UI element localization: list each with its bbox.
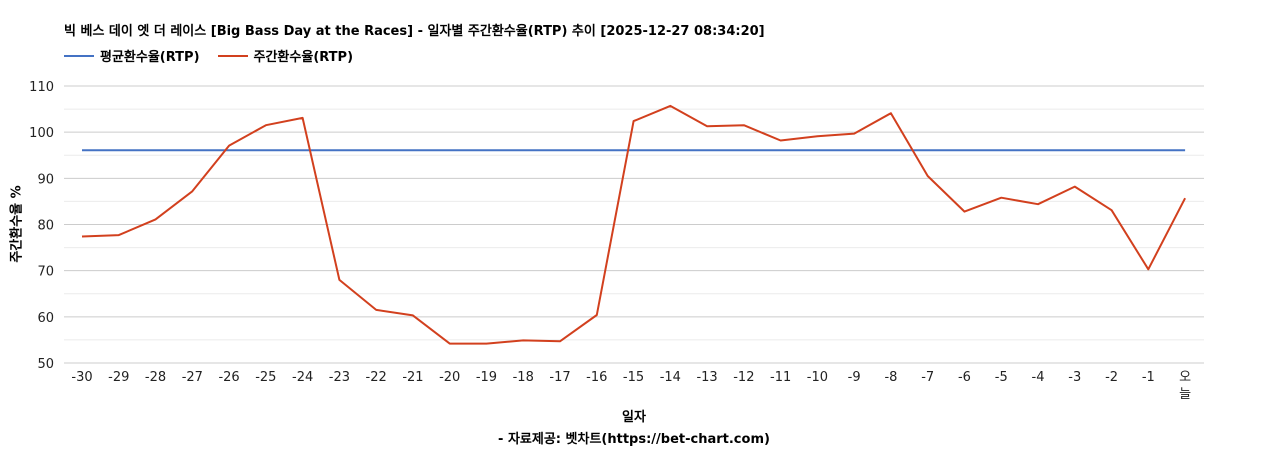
x-tick-label: -24 — [292, 370, 313, 385]
x-tick-label: -29 — [108, 370, 129, 385]
x-tick-label: -19 — [476, 370, 497, 385]
x-tick-label: -28 — [145, 370, 166, 385]
series-line-weekly-rtp — [81, 104, 1186, 345]
x-tick-label: -20 — [439, 370, 460, 385]
x-tick-label: -11 — [770, 370, 791, 385]
source-note: - 자료제공: 벳차트(https://bet-chart.com) — [498, 432, 770, 447]
x-tick-label: -22 — [366, 370, 387, 385]
x-tick-label: -2 — [1105, 370, 1118, 385]
gridlines — [64, 85, 1204, 364]
x-tick-label: -7 — [921, 370, 934, 385]
chart-title: 빅 베스 데이 엣 더 레이스 [Big Bass Day at the Rac… — [64, 24, 765, 39]
x-tick-label: -23 — [329, 370, 350, 385]
legend-swatch-weekly — [217, 54, 248, 57]
legend-swatch-average — [64, 54, 94, 57]
x-axis-label: 일자 — [622, 410, 646, 425]
x-tick-label: -3 — [1068, 370, 1081, 385]
x-tick-label: -18 — [513, 370, 534, 385]
x-axis-ticks: -30 -29 -28 -27 -26 -25 -24 -23 -22 -21 -20 -19 -18-… — [71, 370, 1191, 402]
x-tick-label: -30 — [71, 370, 92, 385]
legend-label-average: 평균환수율(RTP) — [100, 50, 200, 65]
legend-item-average[interactable]: 평균환수율(RTP) — [64, 46, 200, 65]
x-tick-label: -9 — [848, 370, 861, 385]
series-lines — [81, 104, 1186, 345]
x-tick-label: -5 — [995, 370, 1008, 385]
y-axis-label: 주간환수율 % — [9, 185, 25, 263]
y-tick-label: 60 — [37, 311, 54, 326]
x-tick-label: -6 — [958, 370, 971, 385]
x-tick-label: -12 — [733, 370, 754, 385]
x-tick-label: -4 — [1032, 370, 1045, 385]
x-tick-label: -14 — [660, 370, 681, 385]
y-tick-label: 70 — [37, 265, 54, 280]
x-tick-label: -1 — [1142, 370, 1155, 385]
legend-item-weekly[interactable]: 주간환수율(RTP) — [217, 46, 354, 65]
x-tick-label: -27 — [182, 370, 203, 385]
x-tick-label: -15 — [623, 370, 644, 385]
x-tick-label: -13 — [696, 370, 717, 385]
x-tick-label: -16 — [586, 370, 607, 385]
legend-label-weekly: 주간환수율(RTP) — [253, 50, 354, 65]
x-tick-label: -25 — [255, 370, 276, 385]
y-axis-ticks: 50 60 70 80 90 100 110 — [29, 80, 54, 372]
y-tick-label: 90 — [37, 172, 54, 187]
x-tick-label: -17 — [549, 370, 570, 385]
y-tick-label: 110 — [29, 80, 54, 95]
y-tick-label: 80 — [37, 219, 54, 234]
legend: 평균환수율(RTP) 주간환수율(RTP) — [64, 46, 353, 65]
x-tick-label: -8 — [884, 370, 897, 385]
x-tick-label: -26 — [218, 370, 239, 385]
x-tick-label: -21 — [402, 370, 423, 385]
y-tick-label: 50 — [37, 357, 54, 372]
x-tick-label: -10 — [807, 370, 828, 385]
y-tick-label: 100 — [29, 126, 54, 141]
